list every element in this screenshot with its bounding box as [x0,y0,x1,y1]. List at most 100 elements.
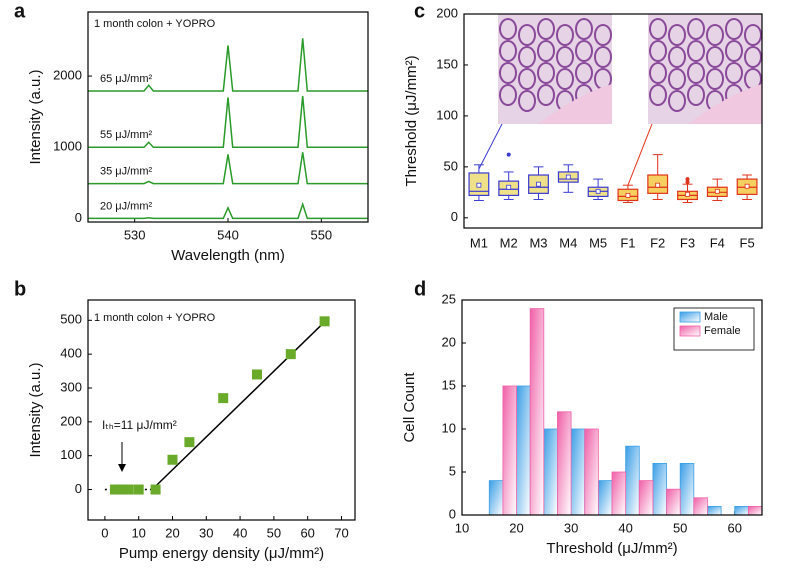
x-tick-label: 550 [310,227,332,242]
histogram-bar [625,445,640,516]
series-label: 35 μJ/mm² [100,165,153,177]
x-tick-label: 0 [101,525,108,540]
y-axis-title: Intensity (a.u.) [27,362,44,457]
tissue-crypt [556,46,574,68]
x-tick-label: F2 [650,235,665,250]
x-tick-label: 50 [673,520,687,535]
mean-marker [476,182,482,188]
arrow-head [118,464,126,472]
histogram-bar [502,385,517,516]
x-tick-label: 40 [618,520,632,535]
tissue-crypt [706,24,724,46]
data-point [184,437,195,448]
tissue-crypt [649,62,667,84]
spectrum-line [88,95,368,149]
tissue-crypt [725,18,743,40]
x-tick-label: F3 [680,235,695,250]
x-tick-label: M2 [500,235,518,250]
y-tick-label: 200 [436,5,458,20]
y-tick-label: 150 [436,56,458,71]
panel-label: b [14,278,26,300]
mean-marker [685,191,690,197]
histogram-bar [516,385,531,516]
y-tick-label: 100 [60,447,82,462]
tissue-crypt [518,90,536,112]
mean-marker [655,182,661,188]
tissue-crypt [575,40,593,62]
mean-marker [565,174,571,180]
x-tick-label: F4 [710,235,725,250]
data-point [116,484,127,495]
tissue-crypt [706,46,724,68]
mean-marker [625,192,631,198]
histogram-bar [734,505,749,516]
x-tick-label: 40 [233,525,247,540]
y-axis-title: Cell Count [401,372,418,443]
tissue-crypt [518,24,536,46]
tissue-crypt [537,40,555,62]
x-axis-title: Threshold (μJ/mm²) [546,540,677,557]
x-tick-label: M3 [529,235,547,250]
y-tick-label: 1000 [53,139,82,154]
spectrum-line [88,38,368,92]
data-point [251,369,262,380]
tissue-crypt [649,84,667,106]
legend-swatch [679,325,701,337]
tissue-crypt [725,62,743,84]
y-tick-label: 400 [60,346,82,361]
fit-line [151,318,329,491]
panel-label: a [14,0,26,22]
y-tick-label: 2000 [53,68,82,83]
x-tick-label: 70 [334,525,348,540]
tissue-crypt [575,62,593,84]
tissue-crypt [687,62,705,84]
y-tick-label: 50 [444,158,458,173]
x-axis-title: Pump energy density (μJ/mm²) [119,545,324,562]
x-tick-label: M5 [589,235,607,250]
tissue-crypt [537,84,555,106]
y-tick-label: 25 [442,291,456,306]
data-point [319,316,330,327]
x-tick-label: M4 [559,235,577,250]
plot-frame [461,299,763,516]
tissue-crypt [499,18,517,40]
tissue-crypt [687,84,705,106]
plot-frame [87,11,369,223]
panel-label: c [414,0,425,22]
legend-label: Male [704,311,728,323]
x-tick-label: F1 [620,235,635,250]
histogram-bar [529,308,545,516]
spectrum-line [88,201,368,220]
data-point [110,484,121,495]
tissue-crypt [499,62,517,84]
annotation: 1 month colon + YOPRO [94,18,216,30]
legend-swatch [679,311,701,323]
y-tick-label: 10 [442,420,456,435]
mean-marker [714,188,720,194]
y-tick-label: 5 [449,463,456,478]
x-tick-label: 20 [165,525,179,540]
y-tick-label: 0 [75,481,82,496]
x-tick-label: 10 [455,520,469,535]
plot-frame [463,13,763,229]
panel-label: d [414,278,426,300]
tissue-crypt [556,24,574,46]
y-axis-title: Intensity (a.u.) [27,69,44,164]
x-tick-label: 20 [509,520,523,535]
inset-connector [478,123,503,170]
tissue-crypt [594,24,612,46]
x-tick-label: 30 [564,520,578,535]
legend-label: Female [704,325,741,337]
x-tick-label: 50 [267,525,281,540]
tissue-crypt [556,68,574,90]
series-label: 55 μJ/mm² [100,129,153,141]
y-tick-label: 0 [449,506,456,521]
series-label: 65 μJ/mm² [100,73,153,85]
data-point [167,454,178,465]
plot-frame [87,299,356,521]
data-point [285,349,296,360]
tissue-crypt [668,46,686,68]
y-tick-label: 0 [451,209,458,224]
y-tick-label: 500 [60,312,82,327]
tissue-crypt [537,62,555,84]
